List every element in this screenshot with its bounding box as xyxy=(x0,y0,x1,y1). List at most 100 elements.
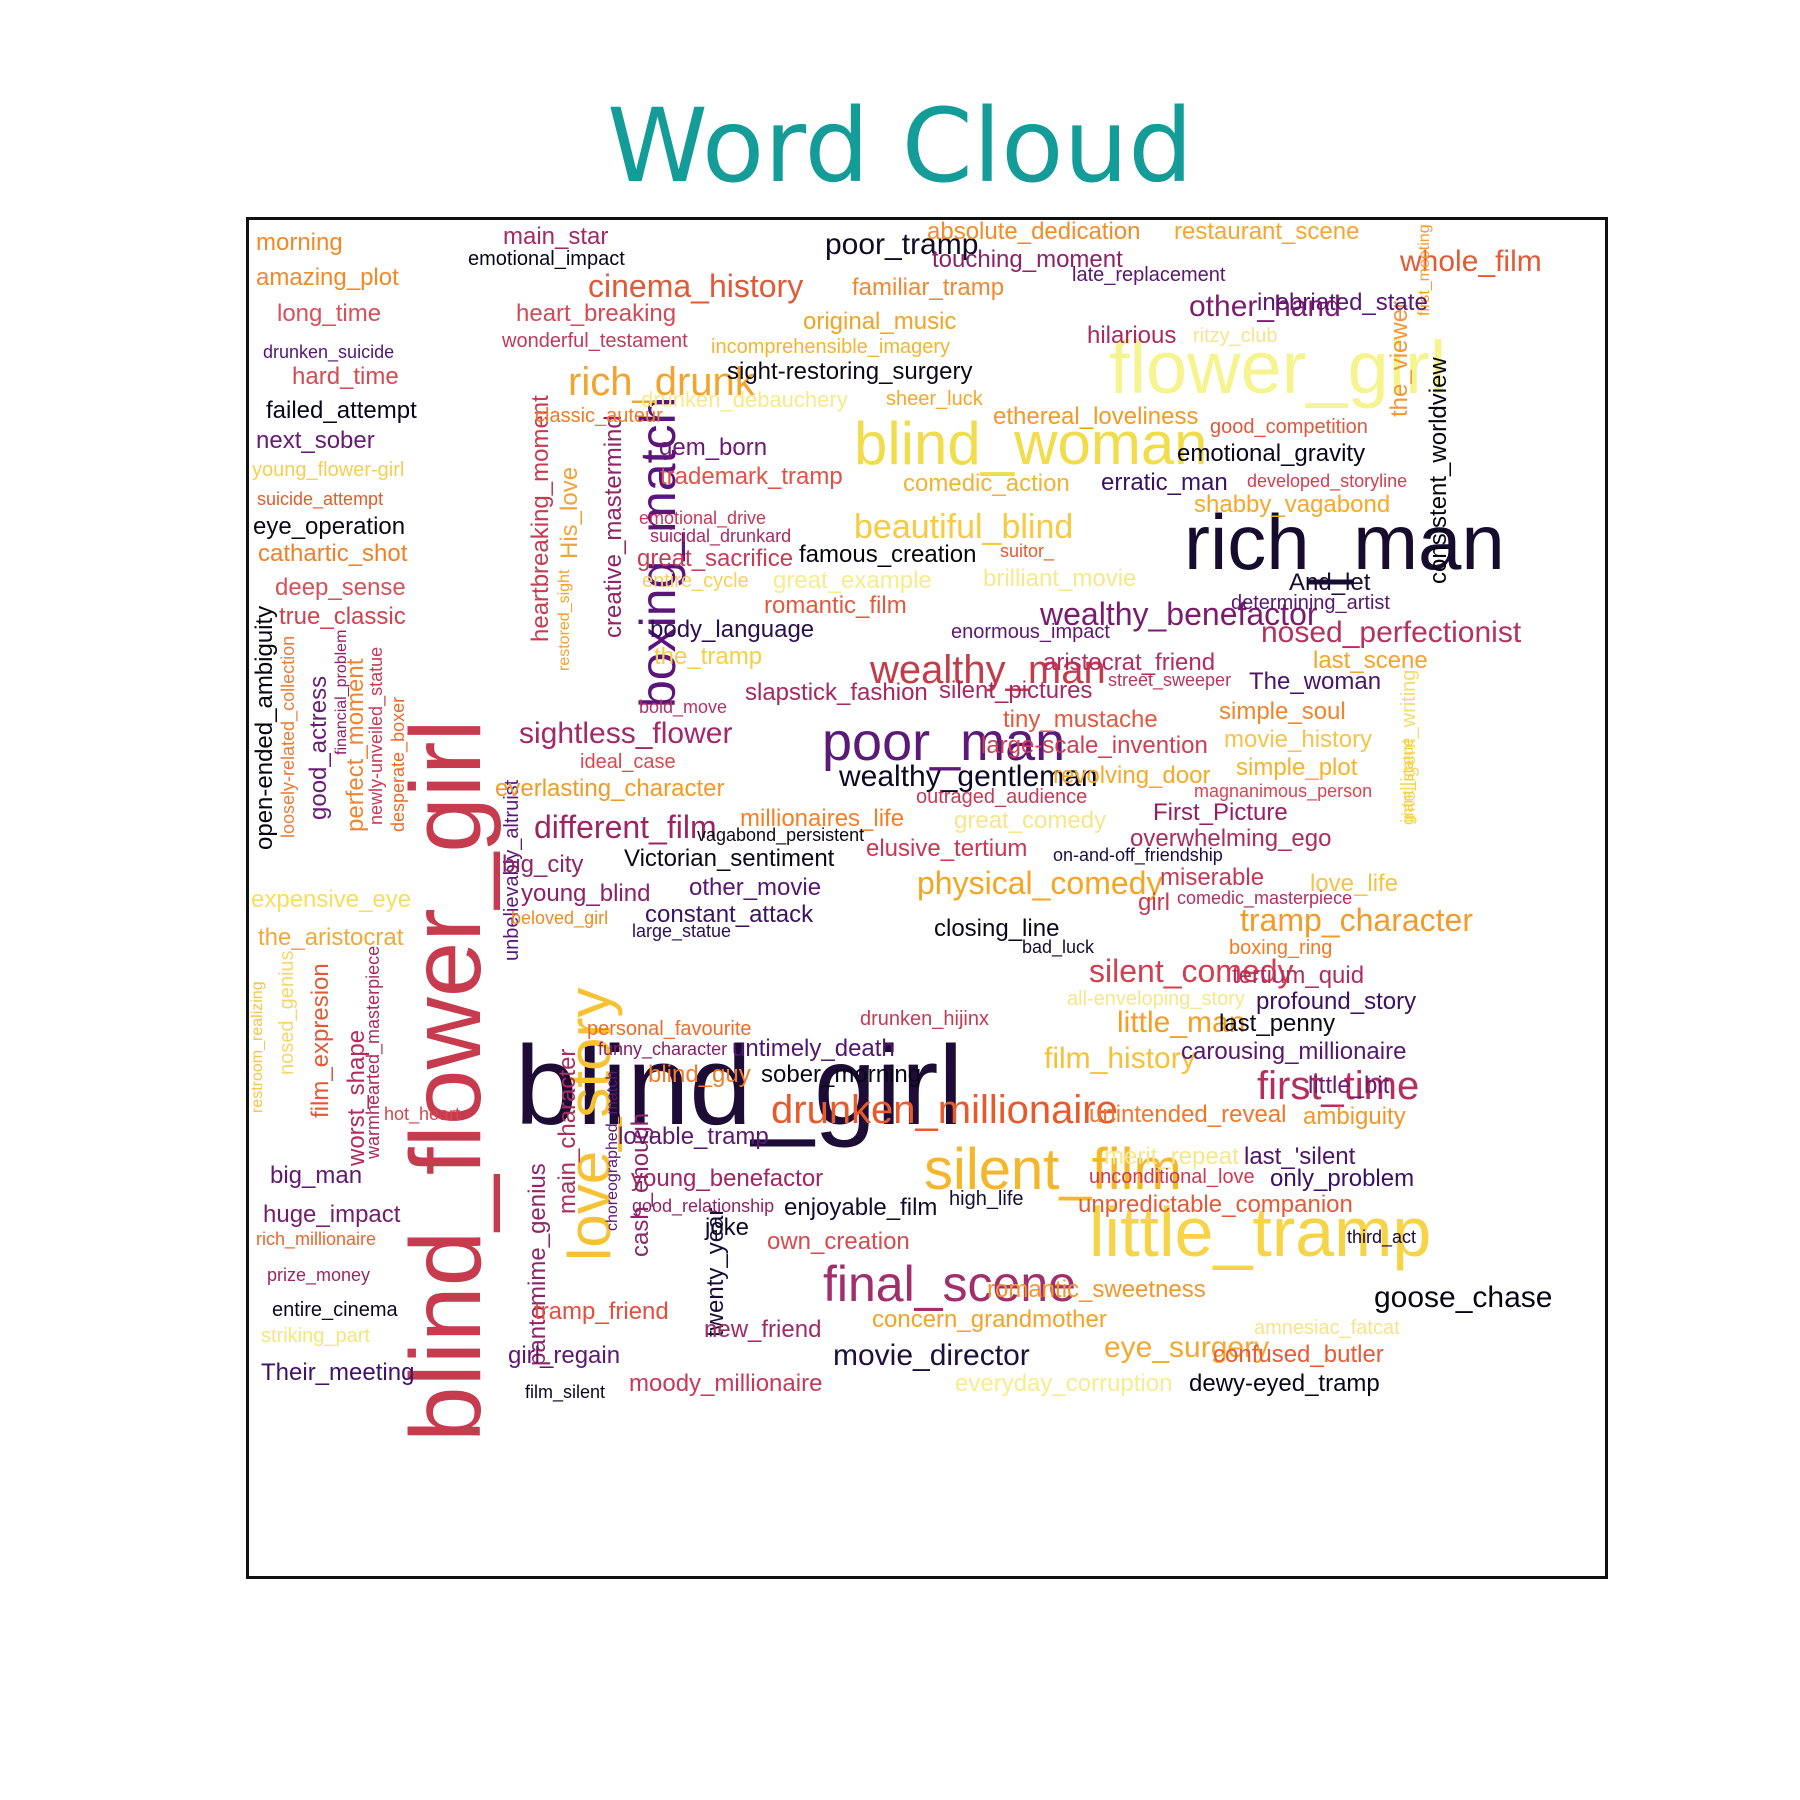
cloud-word: classic_auteur xyxy=(535,405,663,427)
cloud-word: pantomime_genius xyxy=(524,1163,551,1366)
cloud-word: tiny_mustache xyxy=(1003,706,1158,733)
cloud-word: good_relationship xyxy=(632,1196,775,1216)
cloud-word: loosely-related_collection xyxy=(278,635,298,838)
cloud-word: the_tramp xyxy=(654,643,763,670)
cloud-word: creative_mastermind xyxy=(600,415,627,638)
cloud-word: dewy-eyed_tramp xyxy=(1189,1370,1380,1397)
cloud-word: erratic_man xyxy=(1101,469,1228,496)
cloud-word: romantic_sweetness xyxy=(987,1276,1206,1303)
cloud-word: on-and-off_friendship xyxy=(1053,845,1223,865)
cloud-word: outraged_audience xyxy=(916,786,1088,808)
cloud-word: last_scene xyxy=(1313,647,1428,674)
cloud-word: the_aristocrat xyxy=(258,924,404,951)
cloud-word: incomprehensible_imagery xyxy=(711,336,951,358)
cloud-word: suicidal_drunkard xyxy=(650,526,792,546)
cloud-word: magnanimous_person xyxy=(1194,781,1373,801)
cloud-word: First_Picture xyxy=(1153,799,1288,826)
cloud-word: late_replacement xyxy=(1072,264,1226,286)
cloud-word: movie_director xyxy=(833,1339,1030,1372)
cloud-word: constant_attack xyxy=(645,901,814,928)
cloud-word: consistent_worldview xyxy=(1425,357,1452,584)
cloud-word: poor_man xyxy=(822,712,1066,772)
cloud-word: carousing_millionaire xyxy=(1181,1038,1407,1065)
cloud-word: good_actress xyxy=(305,675,332,820)
cloud-word: huge_impact xyxy=(263,1201,401,1228)
cloud-word: drunken_debauchery xyxy=(641,387,848,412)
cloud-word: wealthy_man xyxy=(870,648,1106,692)
cloud-word: developed_storyline xyxy=(1247,471,1408,491)
cloud-word: His_love xyxy=(556,466,583,559)
cloud-word: unconditional_love xyxy=(1089,1166,1255,1188)
cloud-word: simple_plot xyxy=(1236,754,1358,781)
cloud-word: girl xyxy=(1138,889,1171,916)
cloud-word: wonderful_testament xyxy=(502,330,688,352)
cloud-word: last_'silent xyxy=(1244,1143,1356,1170)
cloud-word: restaurant_scene xyxy=(1174,218,1360,245)
cloud-word: main_character xyxy=(554,1048,581,1214)
cloud-word: personal_favourite xyxy=(587,1018,752,1040)
cloud-word: young_flower-girl xyxy=(252,459,405,481)
cloud-word: confused_butler xyxy=(1213,1341,1384,1368)
cloud-word: boxing_ring xyxy=(1229,937,1333,959)
cloud-word: sightless_flower xyxy=(519,717,733,750)
cloud-word: moody_millionaire xyxy=(629,1370,823,1397)
cloud-word: blind_woman xyxy=(854,410,1208,477)
cloud-word: all-enveloping_story xyxy=(1067,988,1245,1010)
cloud-word: restored_sight xyxy=(556,569,573,671)
cloud-word: hard_time xyxy=(292,363,399,390)
cloud-word: great_example xyxy=(773,567,932,594)
cloud-word: long_time xyxy=(277,300,382,327)
cloud-word: unintended_reveal xyxy=(1089,1101,1287,1128)
cloud-word: emotional_impact xyxy=(468,248,625,270)
cloud-word: bad_luck xyxy=(1022,937,1095,957)
cloud-word: only_problem xyxy=(1270,1165,1415,1192)
cloud-word: girl_regain xyxy=(508,1342,621,1369)
chart-title: Word Cloud xyxy=(607,87,1193,206)
cloud-word: shabby_vagabond xyxy=(1194,491,1391,518)
cloud-word: silent_pictures xyxy=(939,677,1093,704)
cloud-word: merit_repeat xyxy=(1104,1143,1239,1170)
cloud-word: suicide_attempt xyxy=(257,489,384,509)
cloud-word: blind_guy xyxy=(648,1061,751,1088)
cloud-word: little_bit xyxy=(1308,1072,1390,1099)
cloud-word: hot_heart xyxy=(384,1104,461,1124)
cloud-word: third_act xyxy=(1347,1227,1417,1247)
cloud-word: funny_character xyxy=(598,1039,728,1059)
cloud-word: morning xyxy=(256,229,343,256)
cloud-word: determining_artist xyxy=(1231,592,1390,614)
cloud-word: And_let xyxy=(1289,569,1371,596)
cloud-word: rich_millionaire xyxy=(256,1229,377,1249)
cloud-word: first_time xyxy=(1257,1064,1420,1108)
cloud-word: hilarious xyxy=(1087,322,1177,349)
cloud-word: young_blind xyxy=(521,880,651,907)
cloud-word: heartbreaking_moment xyxy=(527,395,554,642)
cloud-word: sober_morning xyxy=(761,1061,922,1088)
cloud-word: heart_breaking xyxy=(516,300,677,327)
cloud-word: prize_money xyxy=(267,1265,371,1285)
cloud-word: next_sober xyxy=(256,427,375,454)
cloud-word: young_benefactor xyxy=(631,1165,824,1192)
word-cloud-frame: blind_girl blind_flower_girl rich_man flowe… xyxy=(246,217,1608,1579)
cloud-word: everlasting_character xyxy=(495,775,725,802)
cloud-word: brilliant_movie xyxy=(983,565,1137,592)
cloud-word: wealthy_gentleman xyxy=(839,760,1098,793)
cloud-word: tertium_quid xyxy=(1232,962,1365,989)
cloud-word: comedic_masterpiece xyxy=(1177,888,1353,908)
cloud-word: familiar_tramp xyxy=(852,274,1005,301)
cloud-word: striking_part xyxy=(261,1325,370,1347)
cloud-word: tramp_character xyxy=(1240,902,1473,938)
cloud-word: desperate_boxer xyxy=(388,696,408,832)
cloud-word: failed_attempt xyxy=(266,397,417,424)
cloud-word: amnesiac_fatcat xyxy=(1254,1317,1400,1339)
cloud-word: great_sacrifice xyxy=(637,545,794,572)
cloud-word: silent_comedy xyxy=(1089,953,1294,989)
cloud-word: simple_soul xyxy=(1219,698,1346,725)
cloud-word: final_scene xyxy=(823,1256,1076,1312)
cloud-word: Their_meeting xyxy=(261,1359,415,1386)
cloud-word: ideal_case xyxy=(580,751,676,773)
cloud-word: newly-unveiled_statue xyxy=(366,646,386,825)
cloud-word: beloved_girl xyxy=(511,908,609,928)
cloud-word: eye_surgery xyxy=(1104,1331,1270,1364)
cloud-word: enjoyable_film xyxy=(784,1194,938,1221)
cloud-word: rich_drunk xyxy=(568,360,755,404)
